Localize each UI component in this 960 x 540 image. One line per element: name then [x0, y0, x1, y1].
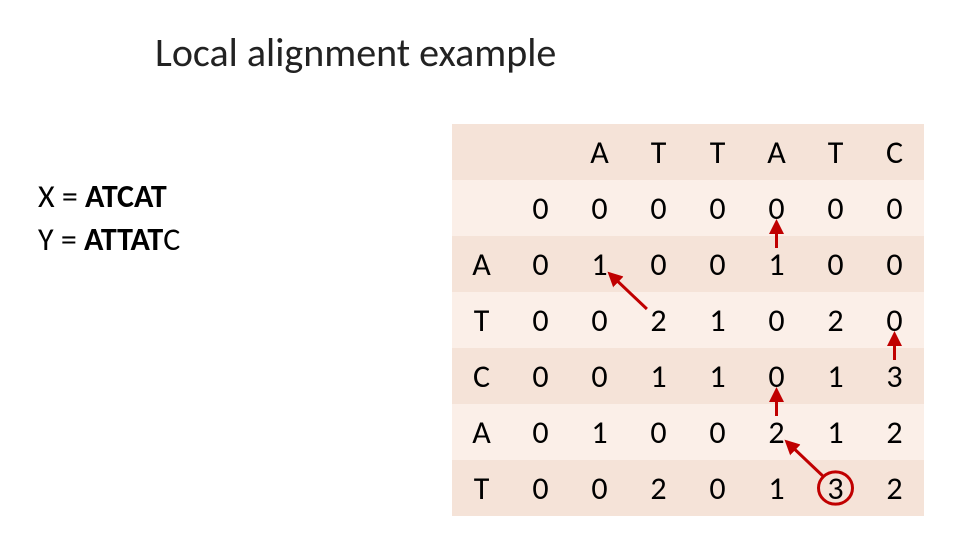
matrix-cell: 2: [629, 292, 688, 348]
matrix-cell: 1: [688, 348, 747, 404]
matrix-cell: 0: [511, 460, 570, 516]
col-header: [452, 124, 511, 180]
matrix-cell: 0: [511, 348, 570, 404]
matrix-cell: 1: [570, 404, 629, 460]
col-header: T: [688, 124, 747, 180]
matrix-cell: 0: [511, 292, 570, 348]
matrix-cell: 1: [629, 348, 688, 404]
row-header: C: [452, 348, 511, 404]
col-header: [511, 124, 570, 180]
alignment-matrix: ATTATC0000000A0100100T0021020C0011013A01…: [452, 124, 924, 516]
sequence-x: X = ATCAT: [38, 175, 180, 218]
matrix-cell: 1: [806, 404, 865, 460]
col-header: T: [629, 124, 688, 180]
matrix-cell: 0: [865, 292, 924, 348]
matrix-cell: 3: [806, 460, 865, 516]
matrix-cell: 0: [806, 236, 865, 292]
matrix-cell: 0: [629, 404, 688, 460]
seq-y-suffix: C: [163, 220, 180, 259]
col-header: C: [865, 124, 924, 180]
matrix-cell: 1: [806, 348, 865, 404]
seq-x-label: X =: [38, 177, 85, 216]
matrix-cell: 0: [629, 180, 688, 236]
matrix-cell: 0: [570, 460, 629, 516]
matrix-cell: 0: [806, 180, 865, 236]
matrix-cell: 0: [688, 236, 747, 292]
matrix-cell: 0: [570, 292, 629, 348]
matrix-cell: 0: [747, 348, 806, 404]
matrix-cell: 0: [747, 292, 806, 348]
matrix-cell: 3: [865, 348, 924, 404]
sequence-y: Y = ATTATC: [38, 218, 180, 261]
seq-y-value: ATTAT: [84, 220, 163, 259]
matrix-cell: 0: [570, 348, 629, 404]
row-header: A: [452, 236, 511, 292]
matrix-cell: 0: [688, 180, 747, 236]
matrix-cell: 2: [629, 460, 688, 516]
matrix-cell: 0: [511, 236, 570, 292]
col-header: A: [747, 124, 806, 180]
matrix-cell: 0: [688, 404, 747, 460]
matrix-cell: 2: [747, 404, 806, 460]
matrix-cell: 0: [747, 180, 806, 236]
sequence-block: X = ATCAT Y = ATTATC: [38, 175, 180, 261]
matrix-cell: 0: [629, 236, 688, 292]
row-header: [452, 180, 511, 236]
matrix-cell: 0: [865, 236, 924, 292]
matrix-cell: 2: [865, 404, 924, 460]
matrix-cell: 0: [865, 180, 924, 236]
row-header: T: [452, 292, 511, 348]
seq-x-value: ATCAT: [85, 177, 167, 216]
matrix-cell: 1: [747, 460, 806, 516]
matrix-cell: 1: [570, 236, 629, 292]
col-header: T: [806, 124, 865, 180]
matrix-cell: 0: [570, 180, 629, 236]
seq-y-label: Y =: [38, 220, 84, 259]
col-header: A: [570, 124, 629, 180]
matrix-cell: 0: [688, 460, 747, 516]
matrix-cell: 2: [865, 460, 924, 516]
matrix-cell: 0: [511, 404, 570, 460]
slide-title: Local alignment example: [155, 28, 556, 77]
row-header: A: [452, 404, 511, 460]
matrix-cell: 1: [747, 236, 806, 292]
row-header: T: [452, 460, 511, 516]
matrix-cell: 2: [806, 292, 865, 348]
matrix-cell: 0: [511, 180, 570, 236]
matrix-cell: 1: [688, 292, 747, 348]
